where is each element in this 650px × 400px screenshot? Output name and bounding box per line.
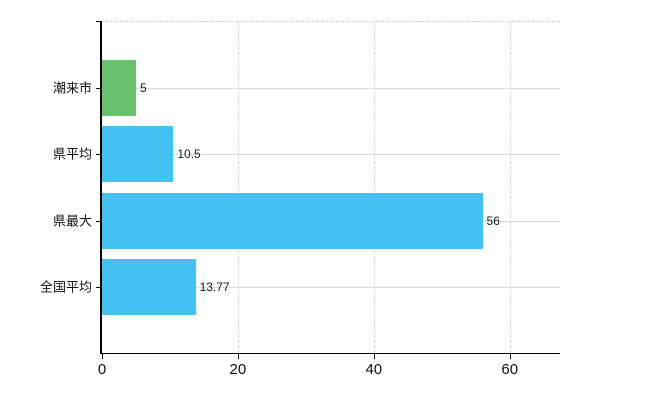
- plot-area: 0 20 40 60 潮来市 5 県平均 10.5 県最大 56 全国平均 13.77: [40, 21, 560, 377]
- horizontal-gridline: [102, 286, 560, 288]
- vertical-gridline: [373, 22, 375, 353]
- horizontal-gridline: [102, 154, 560, 156]
- x-axis-tick: [102, 354, 103, 359]
- category-label: 県最大: [52, 213, 92, 229]
- bar: [102, 126, 174, 183]
- x-axis-tick: [237, 354, 239, 359]
- value-label: 10.5: [177, 147, 201, 162]
- bar: [102, 192, 483, 249]
- x-axis-tick-label: 0: [97, 361, 107, 378]
- y-axis-tick: [96, 88, 102, 90]
- value-label: 5: [139, 81, 147, 96]
- horizontal-gridline: [102, 88, 560, 90]
- x-axis-tick-label: 60: [501, 361, 519, 378]
- bar: [102, 60, 136, 117]
- value-label: 56: [486, 213, 500, 228]
- category-label: 県平均: [52, 146, 92, 162]
- x-axis-tick: [373, 354, 375, 359]
- y-axis-tick: [96, 220, 102, 222]
- x-axis-tick-label: 20: [229, 361, 247, 378]
- category-label: 潮来市: [52, 80, 92, 96]
- vertical-gridline: [237, 22, 239, 353]
- vertical-gridline: [509, 22, 511, 353]
- value-label: 13.77: [199, 279, 230, 294]
- x-axis-tick: [509, 354, 511, 359]
- bar: [102, 258, 196, 315]
- category-label: 全国平均: [39, 279, 92, 295]
- y-axis-top-tick: [96, 21, 102, 22]
- x-axis-tick-label: 40: [365, 361, 383, 378]
- y-axis-tick: [96, 286, 102, 288]
- y-axis-tick: [96, 154, 102, 156]
